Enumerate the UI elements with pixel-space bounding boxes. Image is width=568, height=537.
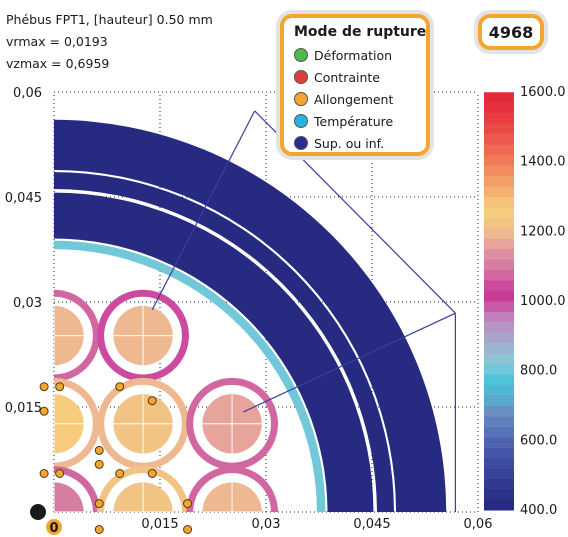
colorbar-segment bbox=[484, 197, 514, 208]
x-tick-label: 0,015 bbox=[141, 517, 178, 532]
legend-label: Contrainte bbox=[314, 70, 380, 85]
legend-label: Allongement bbox=[314, 92, 393, 107]
rupture-mode-legend: Mode de rupture Déformation Contrainte A… bbox=[280, 14, 430, 156]
rupture-point bbox=[95, 460, 103, 468]
colorbar-segment bbox=[484, 322, 514, 333]
colorbar-segment bbox=[484, 437, 514, 448]
colorbar-segment bbox=[484, 426, 514, 437]
colorbar-segment bbox=[484, 301, 514, 312]
colorbar-tick-label: 1600.0 bbox=[520, 85, 566, 100]
rupture-point bbox=[95, 500, 103, 508]
y-tick-label: 0,03 bbox=[13, 296, 42, 311]
vzmax-readout: vzmax = 0,6959 bbox=[6, 56, 109, 71]
legend-title: Mode de rupture bbox=[294, 24, 416, 40]
rupture-point bbox=[56, 383, 64, 391]
colorbar-segment bbox=[484, 144, 514, 155]
colorbar-tick-label: 600.0 bbox=[520, 433, 557, 448]
y-tick-label: 0 bbox=[33, 506, 42, 521]
colorbar: 400.0 600.0 800.0 1000.0 1200.0 1400.0 1600.0 bbox=[484, 85, 566, 518]
colorbar-segment bbox=[484, 113, 514, 124]
legend-item: Allongement bbox=[294, 88, 416, 110]
colorbar-segment bbox=[484, 311, 514, 322]
colorbar-segment bbox=[484, 123, 514, 134]
rupture-point bbox=[95, 526, 103, 534]
colorbar-segment bbox=[484, 228, 514, 239]
rupture-point bbox=[40, 470, 48, 478]
legend-label: Déformation bbox=[314, 48, 392, 63]
chart-title: Phébus FPT1, [hauteur] 0.50 mm bbox=[6, 12, 213, 27]
colorbar-segment bbox=[484, 155, 514, 166]
rupture-point bbox=[148, 397, 156, 405]
legend-item: Sup. ou inf. bbox=[294, 132, 416, 154]
legend-label: Sup. ou inf. bbox=[314, 136, 384, 151]
colorbar-segment bbox=[484, 447, 514, 458]
legend-item: Contrainte bbox=[294, 66, 416, 88]
colorbar-segment bbox=[484, 291, 514, 302]
colorbar-segment bbox=[484, 364, 514, 375]
colorbar-segment bbox=[484, 102, 514, 113]
colorbar-segment bbox=[484, 479, 514, 490]
colorbar-tick-label: 400.0 bbox=[520, 503, 557, 518]
legend-label: Température bbox=[314, 114, 393, 129]
colorbar-segment bbox=[484, 176, 514, 187]
colorbar-segment bbox=[484, 385, 514, 396]
colorbar-tick-label: 1000.0 bbox=[520, 294, 566, 309]
colorbar-segment bbox=[484, 238, 514, 249]
colorbar-segment bbox=[484, 280, 514, 291]
colorbar-segment bbox=[484, 468, 514, 479]
rupture-point bbox=[184, 500, 192, 508]
y-tick-label: 0,015 bbox=[5, 401, 42, 416]
colorbar-segment bbox=[484, 343, 514, 354]
colorbar-segment bbox=[484, 332, 514, 343]
rupture-point bbox=[95, 446, 103, 454]
colorbar-segment bbox=[484, 249, 514, 260]
colorbar-segment bbox=[484, 500, 514, 511]
colorbar-segment bbox=[484, 489, 514, 500]
colorbar-segment bbox=[484, 134, 514, 145]
colorbar-segment bbox=[484, 416, 514, 427]
legend-dot-icon bbox=[294, 136, 308, 150]
rupture-point bbox=[116, 470, 124, 478]
rupture-point bbox=[184, 526, 192, 534]
frame-counter: 4968 bbox=[478, 14, 544, 50]
colorbar-segment bbox=[484, 395, 514, 406]
rupture-point bbox=[40, 383, 48, 391]
colorbar-segment bbox=[484, 353, 514, 364]
colorbar-tick-label: 800.0 bbox=[520, 364, 557, 379]
legend-dot-icon bbox=[294, 92, 308, 106]
colorbar-tick-label: 1400.0 bbox=[520, 155, 566, 170]
x-tick-label: 0,03 bbox=[252, 517, 281, 532]
rupture-point bbox=[148, 470, 156, 478]
rupture-point bbox=[56, 470, 64, 478]
colorbar-segment bbox=[484, 259, 514, 270]
colorbar-segment bbox=[484, 374, 514, 385]
colorbar-segment bbox=[484, 270, 514, 281]
colorbar-segment bbox=[484, 217, 514, 228]
colorbar-segment bbox=[484, 165, 514, 176]
x-tick-label: 0,045 bbox=[353, 517, 390, 532]
x-tick-label: 0,06 bbox=[464, 517, 493, 532]
colorbar-tick-label: 1200.0 bbox=[520, 224, 566, 239]
colorbar-segment bbox=[484, 186, 514, 197]
rupture-point bbox=[116, 383, 124, 391]
y-tick-label: 0,045 bbox=[5, 191, 42, 206]
legend-item: Déformation bbox=[294, 44, 416, 66]
colorbar-segment bbox=[484, 406, 514, 417]
colorbar-segment bbox=[484, 458, 514, 469]
legend-dot-icon bbox=[294, 70, 308, 84]
y-tick-label: 0,06 bbox=[13, 86, 42, 101]
legend-item: Température bbox=[294, 110, 416, 132]
x-tick-label: 0 bbox=[49, 521, 58, 536]
vrmax-readout: vrmax = 0,0193 bbox=[6, 34, 108, 49]
legend-dot-icon bbox=[294, 48, 308, 62]
legend-dot-icon bbox=[294, 114, 308, 128]
colorbar-segment bbox=[484, 92, 514, 103]
temperature-map bbox=[12, 120, 447, 537]
colorbar-segment bbox=[484, 207, 514, 218]
